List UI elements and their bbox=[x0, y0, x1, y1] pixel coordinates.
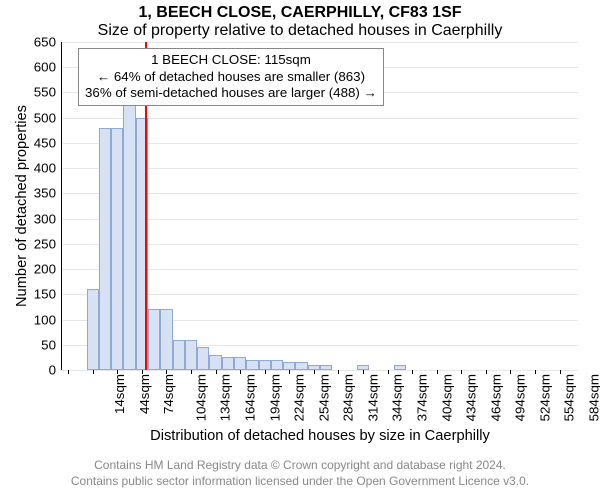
y-tick-label: 650 bbox=[34, 35, 62, 50]
x-tick bbox=[142, 370, 143, 374]
x-tick bbox=[68, 370, 69, 374]
chart-title-line2: Size of property relative to detached ho… bbox=[0, 22, 600, 40]
x-tick-label: 194sqm bbox=[267, 374, 282, 421]
x-tick-label: 164sqm bbox=[242, 374, 257, 421]
y-tick-label: 550 bbox=[34, 85, 62, 100]
y-tick-label: 100 bbox=[34, 312, 62, 327]
y-tick-label: 350 bbox=[34, 186, 62, 201]
x-tick bbox=[461, 370, 462, 374]
x-tick bbox=[240, 370, 241, 374]
y-tick-label: 150 bbox=[34, 287, 62, 302]
x-tick bbox=[363, 370, 364, 374]
chart-title-line1: 1, BEECH CLOSE, CAERPHILLY, CF83 1SF bbox=[0, 4, 600, 22]
histogram-bar bbox=[99, 128, 111, 370]
x-tick-label: 374sqm bbox=[414, 374, 429, 421]
y-tick-label: 600 bbox=[34, 60, 62, 75]
histogram-bar bbox=[271, 360, 283, 370]
chart-footer: Contains HM Land Registry data © Crown c… bbox=[0, 458, 600, 489]
histogram-bar bbox=[234, 357, 246, 370]
x-tick-label: 74sqm bbox=[161, 374, 176, 414]
x-tick bbox=[338, 370, 339, 374]
y-axis-label: Number of detached properties bbox=[14, 96, 30, 316]
x-tick-label: 554sqm bbox=[562, 374, 577, 421]
x-tick bbox=[560, 370, 561, 374]
x-tick-label: 284sqm bbox=[341, 374, 356, 421]
footer-line2: Contains public sector information licen… bbox=[0, 474, 600, 490]
histogram-bar bbox=[160, 309, 172, 370]
chart-plot-area: 0501001502002503003504004505005506006501… bbox=[62, 42, 578, 370]
x-tick bbox=[265, 370, 266, 374]
x-tick-label: 104sqm bbox=[193, 374, 208, 421]
histogram-bar bbox=[148, 309, 160, 370]
x-tick-label: 44sqm bbox=[137, 374, 152, 414]
x-tick bbox=[289, 370, 290, 374]
annotation-line: 1 BEECH CLOSE: 115sqm bbox=[85, 52, 377, 69]
x-tick-label: 524sqm bbox=[537, 374, 552, 421]
histogram-bar bbox=[295, 362, 307, 370]
x-tick bbox=[117, 370, 118, 374]
x-tick-label: 404sqm bbox=[439, 374, 454, 421]
x-tick bbox=[535, 370, 536, 374]
y-tick-label: 500 bbox=[34, 110, 62, 125]
x-tick bbox=[93, 370, 94, 374]
histogram-bar bbox=[87, 289, 99, 370]
histogram-bar bbox=[173, 340, 185, 370]
x-tick bbox=[314, 370, 315, 374]
histogram-bar bbox=[320, 365, 332, 370]
histogram-bar bbox=[123, 103, 135, 370]
y-tick-label: 400 bbox=[34, 161, 62, 176]
x-tick bbox=[510, 370, 511, 374]
x-tick-label: 584sqm bbox=[586, 374, 600, 421]
x-tick-label: 134sqm bbox=[218, 374, 233, 421]
x-tick-label: 254sqm bbox=[316, 374, 331, 421]
footer-line1: Contains HM Land Registry data © Crown c… bbox=[0, 458, 600, 474]
annotation-line: ← 64% of detached houses are smaller (86… bbox=[85, 69, 377, 86]
x-tick-label: 464sqm bbox=[488, 374, 503, 421]
x-tick-label: 494sqm bbox=[513, 374, 528, 421]
annotation-line: 36% of semi-detached houses are larger (… bbox=[85, 85, 377, 102]
x-tick bbox=[437, 370, 438, 374]
x-tick bbox=[166, 370, 167, 374]
y-tick-label: 0 bbox=[49, 363, 62, 378]
x-tick bbox=[216, 370, 217, 374]
x-tick-label: 344sqm bbox=[390, 374, 405, 421]
histogram-bar bbox=[197, 347, 209, 370]
annotation-box: 1 BEECH CLOSE: 115sqm← 64% of detached h… bbox=[78, 48, 384, 106]
gridline-h bbox=[62, 370, 578, 371]
x-tick-label: 224sqm bbox=[292, 374, 307, 421]
y-tick-label: 50 bbox=[41, 337, 62, 352]
x-axis-label: Distribution of detached houses by size … bbox=[62, 428, 578, 444]
histogram-bar bbox=[111, 128, 123, 370]
gridline-h bbox=[62, 42, 578, 43]
histogram-bar bbox=[185, 340, 197, 370]
histogram-bar bbox=[209, 355, 221, 370]
x-tick-label: 314sqm bbox=[365, 374, 380, 421]
histogram-bar bbox=[222, 357, 234, 370]
x-tick bbox=[486, 370, 487, 374]
histogram-bar bbox=[283, 362, 295, 370]
histogram-bar bbox=[246, 360, 258, 370]
x-tick-label: 434sqm bbox=[464, 374, 479, 421]
y-tick-label: 450 bbox=[34, 135, 62, 150]
x-tick-label: 14sqm bbox=[112, 374, 127, 414]
histogram-bar bbox=[394, 365, 406, 370]
x-tick bbox=[388, 370, 389, 374]
y-tick-label: 300 bbox=[34, 211, 62, 226]
y-tick-label: 250 bbox=[34, 236, 62, 251]
histogram-bar bbox=[259, 360, 271, 370]
y-tick-label: 200 bbox=[34, 262, 62, 277]
x-tick bbox=[191, 370, 192, 374]
x-tick bbox=[412, 370, 413, 374]
